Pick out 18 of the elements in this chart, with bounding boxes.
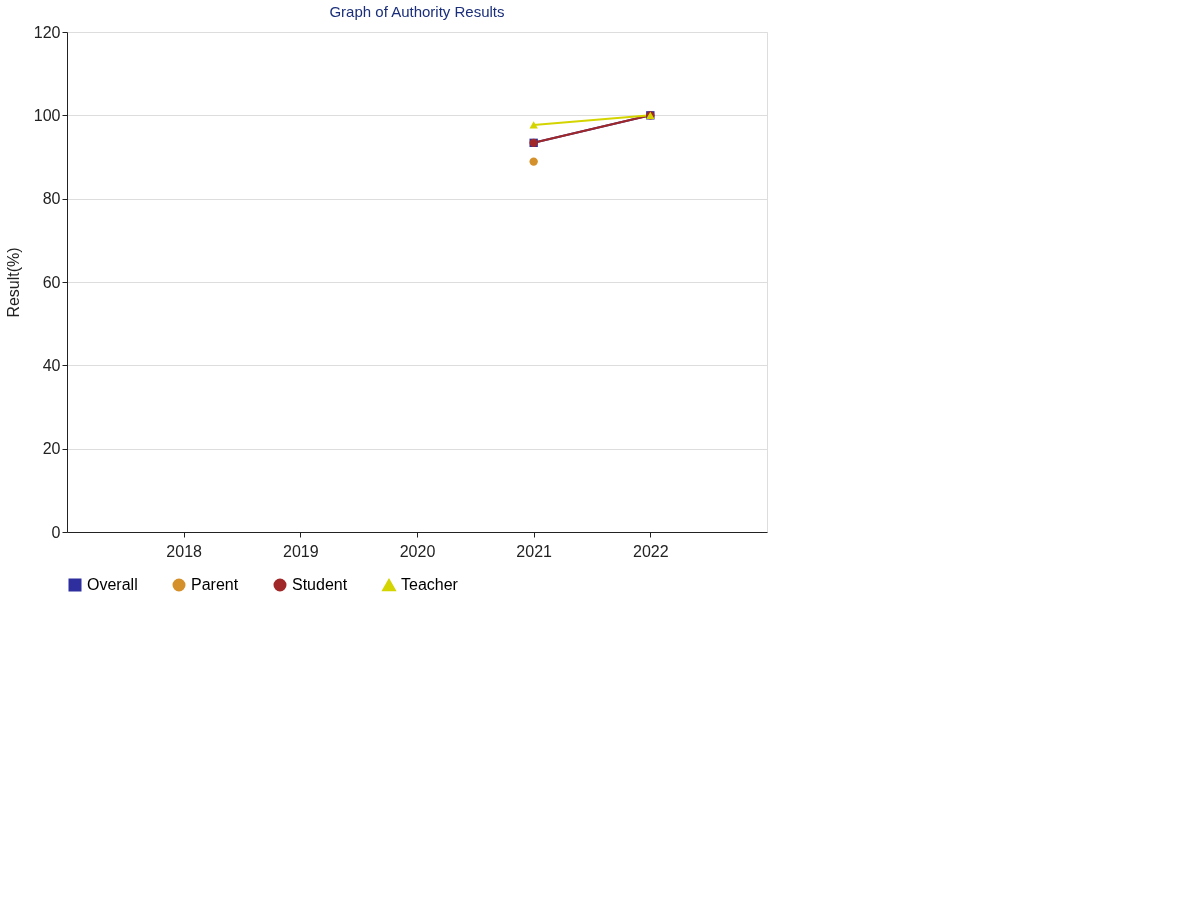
legend-label: Parent bbox=[191, 576, 239, 593]
y-tick-label: 40 bbox=[42, 356, 61, 374]
y-tick-label: 0 bbox=[51, 523, 61, 541]
x-tick-label: 2022 bbox=[633, 542, 669, 560]
x-tick-label: 2020 bbox=[399, 542, 436, 560]
y-axis-title: Result(%) bbox=[4, 247, 22, 318]
x-tick-label: 2019 bbox=[283, 542, 319, 560]
y-tick-label: 80 bbox=[42, 190, 61, 208]
x-tick-label: 2018 bbox=[166, 542, 203, 560]
legend-label: Overall bbox=[87, 576, 138, 593]
y-tick-label: 60 bbox=[42, 273, 61, 291]
x-tick-label: 2021 bbox=[516, 542, 553, 560]
legend-label: Teacher bbox=[401, 576, 459, 594]
legend-label: Student bbox=[292, 576, 348, 593]
y-tick-label: 120 bbox=[33, 23, 61, 41]
y-tick-label: 20 bbox=[42, 440, 61, 458]
y-tick-label: 100 bbox=[33, 106, 61, 124]
chart-title: Graph of Authority Results bbox=[329, 3, 505, 20]
